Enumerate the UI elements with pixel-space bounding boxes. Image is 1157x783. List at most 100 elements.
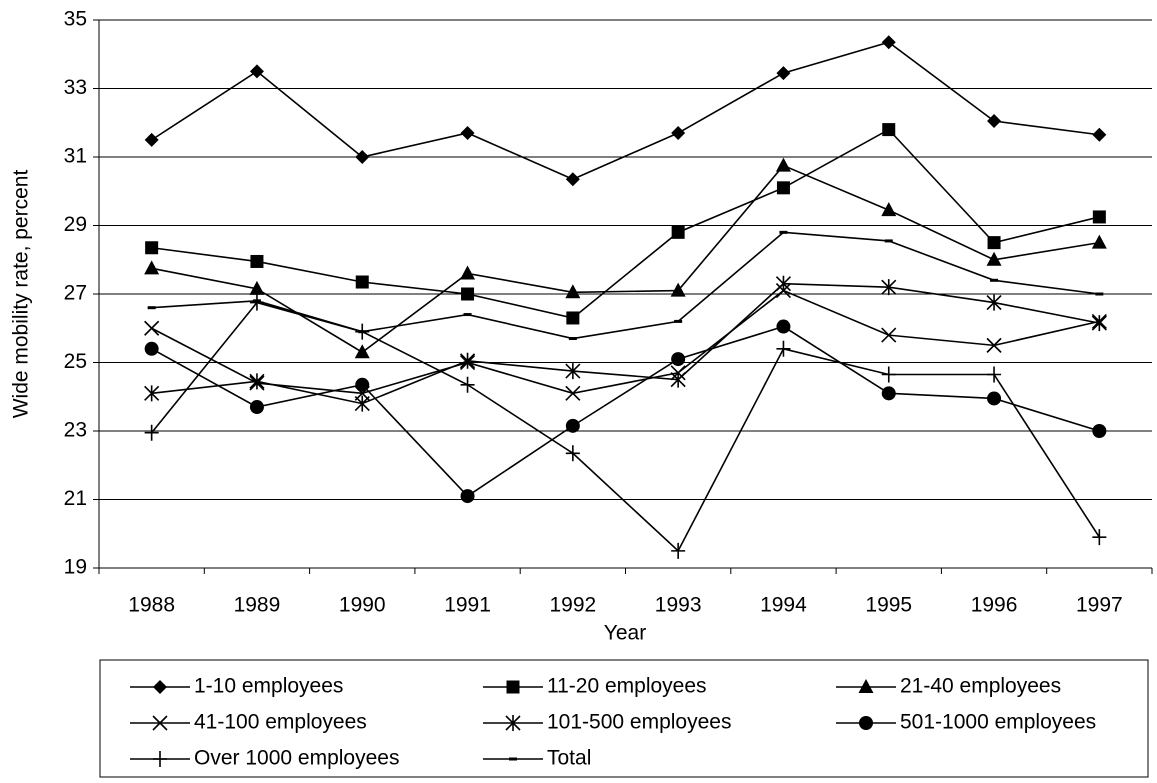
x-tick-label: 1992 — [549, 594, 596, 617]
legend-marker — [506, 680, 520, 694]
data-point — [355, 150, 370, 164]
data-point — [674, 319, 683, 323]
data-point — [671, 126, 686, 141]
data-point — [460, 489, 475, 504]
data-point — [565, 363, 581, 380]
data-point — [987, 114, 1002, 129]
x-tick-label: 1988 — [128, 594, 175, 617]
data-point — [671, 225, 685, 239]
data-point — [775, 157, 791, 172]
data-point — [1092, 424, 1107, 438]
data-point — [987, 366, 1002, 383]
legend-label: Total — [547, 747, 591, 770]
y-tick-label: 33 — [64, 76, 87, 99]
data-point — [670, 371, 686, 388]
x-tick-label: 1991 — [444, 594, 491, 617]
data-point — [144, 132, 159, 147]
data-point — [1092, 529, 1107, 546]
data-point — [568, 337, 577, 341]
data-point — [881, 366, 896, 383]
legend-marker — [152, 715, 168, 731]
legend-marker — [153, 751, 167, 767]
data-point — [252, 299, 261, 303]
legend-marker — [858, 679, 874, 693]
data-point — [249, 400, 264, 415]
data-point — [881, 35, 896, 50]
legend-box — [99, 659, 1149, 778]
data-point — [144, 320, 160, 336]
data-point — [460, 126, 475, 141]
data-point — [459, 352, 476, 369]
series-line — [151, 128, 1100, 319]
series-line — [151, 231, 1100, 340]
series-line — [151, 282, 1100, 405]
data-point — [670, 282, 686, 297]
data-point — [881, 202, 897, 217]
data-point — [144, 424, 159, 441]
data-point — [881, 386, 896, 401]
data-point — [881, 327, 897, 343]
data-point — [776, 181, 790, 195]
series-line — [151, 289, 1100, 395]
data-point — [147, 306, 156, 310]
data-point — [671, 542, 686, 559]
data-point — [1092, 127, 1107, 142]
data-point — [250, 254, 264, 268]
data-point — [565, 418, 580, 433]
data-point — [249, 280, 265, 295]
legend-label: 101-500 employees — [547, 711, 731, 734]
data-point — [249, 64, 264, 79]
data-point — [144, 260, 160, 275]
data-point — [1091, 315, 1107, 332]
x-tick-label: 1994 — [760, 594, 807, 617]
legend-label: 21-40 employees — [900, 675, 1061, 698]
x-tick-label: 1995 — [865, 594, 912, 617]
legend-marker — [859, 716, 873, 730]
legend-marker — [505, 715, 521, 731]
data-point — [986, 337, 1002, 353]
data-point — [355, 377, 370, 392]
legend-label: 1-10 employees — [194, 675, 343, 698]
series-line — [151, 301, 1101, 553]
data-point — [1095, 292, 1104, 296]
data-point — [776, 66, 791, 81]
data-point — [987, 391, 1002, 406]
data-point — [565, 385, 581, 401]
data-point — [1091, 234, 1107, 249]
y-axis-title: Wide mobility rate, percent — [10, 170, 33, 419]
data-point — [354, 344, 370, 359]
data-point — [355, 275, 369, 289]
data-point — [145, 241, 159, 255]
data-point — [884, 239, 893, 243]
y-tick-label: 25 — [64, 350, 87, 373]
data-point — [565, 284, 581, 299]
y-tick-label: 27 — [64, 282, 87, 305]
data-point — [775, 275, 792, 292]
x-tick-label: 1996 — [971, 594, 1018, 617]
x-axis-title: Year — [604, 622, 646, 645]
y-tick-label: 23 — [64, 419, 87, 442]
data-point — [460, 265, 476, 280]
y-tick-label: 29 — [64, 213, 87, 236]
series-line — [151, 325, 1100, 498]
data-point — [779, 230, 788, 234]
data-point — [354, 395, 370, 412]
legend-marker — [153, 680, 167, 694]
data-point — [565, 445, 580, 462]
data-point — [990, 278, 999, 282]
data-point — [249, 373, 265, 390]
legend-label: Over 1000 employees — [194, 747, 399, 770]
data-point — [144, 385, 160, 402]
y-tick-label: 21 — [64, 487, 87, 510]
data-point — [565, 172, 580, 187]
data-point — [986, 251, 1002, 266]
legend-marker — [509, 757, 517, 761]
y-tick-label: 35 — [64, 8, 87, 31]
y-tick-label: 19 — [64, 556, 87, 579]
data-point — [987, 236, 1001, 250]
x-tick-label: 1990 — [339, 594, 386, 617]
data-point — [461, 287, 475, 301]
data-point — [566, 311, 580, 325]
data-point — [881, 279, 897, 296]
